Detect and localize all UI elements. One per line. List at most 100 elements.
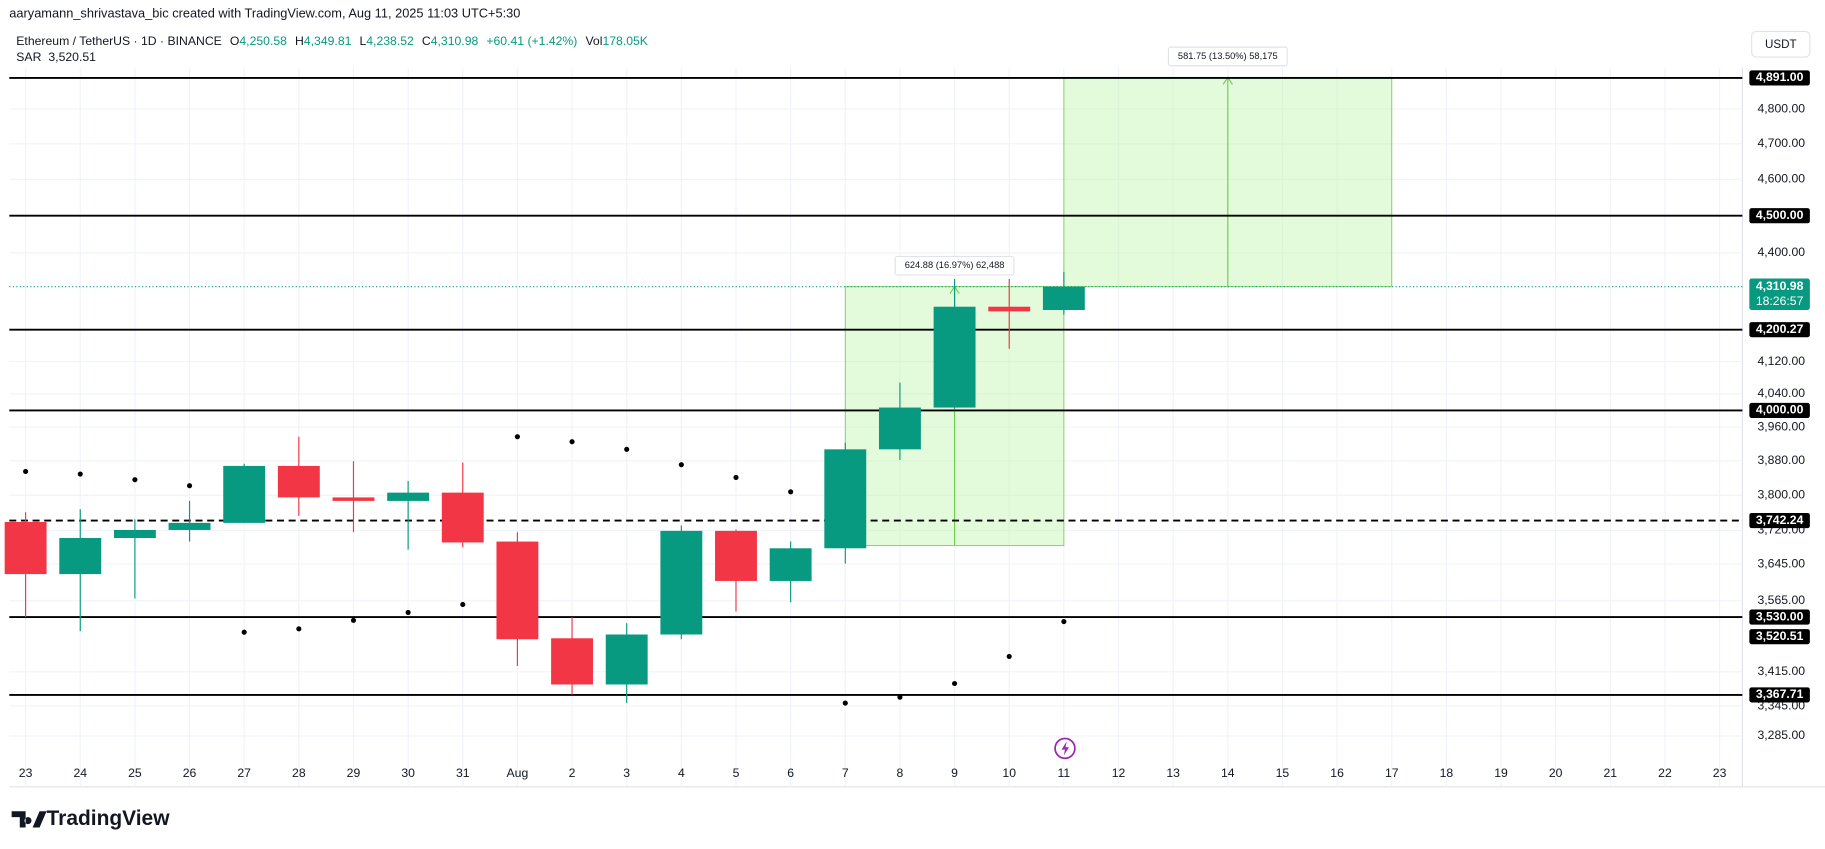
- level-label: 4,500.00: [1756, 208, 1804, 222]
- candle-body: [59, 537, 102, 575]
- logo: TradingView: [11, 807, 170, 830]
- measure-label-bg: [1167, 46, 1288, 67]
- currency-button[interactable]: [1751, 30, 1811, 58]
- ohlc-value: 4,310.98: [431, 34, 479, 48]
- x-tick-label: 28: [292, 766, 306, 780]
- level-label: 3,367.71: [1756, 687, 1804, 701]
- level-label-bg: [1749, 609, 1810, 625]
- vol-value: 178.05K: [602, 34, 648, 48]
- x-tick-label: 21: [1604, 766, 1618, 780]
- attribution: aaryamann_shrivastava_bic created with T…: [9, 5, 520, 20]
- sar-dot: [23, 468, 29, 475]
- x-tick-label: 22: [1658, 766, 1672, 780]
- candle-body: [660, 530, 703, 635]
- y-tick-label: 4,400.00: [1757, 245, 1805, 259]
- y-tick-label: 4,120.00: [1757, 354, 1805, 368]
- x-tick-label: 2: [569, 766, 576, 780]
- candle-body: [4, 521, 47, 575]
- ohlc-key: O: [230, 34, 240, 48]
- ohlc-value: 4,349.81: [304, 34, 352, 48]
- legend-line: Ethereum / TetherUS · 1D · BINANCE O4,25…: [16, 34, 649, 48]
- x-tick-label: 10: [1002, 766, 1016, 780]
- candle-body: [332, 497, 375, 501]
- ohlc-value: 4,250.58: [239, 34, 287, 48]
- sar-dot: [350, 617, 357, 623]
- x-tick-label: 20: [1549, 766, 1563, 780]
- sar-dot: [241, 629, 247, 635]
- sar-dot: [132, 477, 138, 483]
- y-tick-label: 3,800.00: [1757, 487, 1805, 501]
- sar-dot: [788, 489, 794, 495]
- candle-body: [168, 522, 211, 530]
- last-price-label: 4,310.98: [1756, 279, 1804, 293]
- last-price-bg: [1749, 278, 1810, 310]
- candle-body: [496, 541, 539, 640]
- sar-dot: [186, 483, 193, 489]
- sar-legend: SAR 3,520.51: [16, 50, 96, 64]
- sar-key: SAR: [16, 50, 41, 64]
- y-tick-label: 3,415.00: [1757, 664, 1805, 678]
- sar-dot: [842, 700, 848, 706]
- x-tick-label: 23: [1713, 766, 1727, 780]
- level-label: 3,530.00: [1756, 609, 1804, 623]
- level-label-bg: [1749, 322, 1810, 338]
- sar-dot: [1061, 618, 1067, 625]
- x-tick-label: 25: [128, 766, 142, 780]
- level-label-bg: [1749, 402, 1810, 419]
- symbol: Ethereum / TetherUS · 1D · BINANCE: [16, 34, 222, 48]
- x-tick-label: 19: [1494, 766, 1508, 780]
- sar-dot: [1006, 653, 1012, 659]
- candle-body: [113, 529, 156, 538]
- x-tick-label: 14: [1221, 766, 1235, 780]
- y-tick-label: 3,880.00: [1757, 453, 1805, 467]
- ohlc-value: 4,238.52: [366, 34, 414, 48]
- logo-icon: [11, 811, 47, 828]
- x-tick-label: 15: [1276, 766, 1290, 780]
- candle-body: [441, 492, 484, 543]
- ohlc-key: L: [359, 34, 366, 48]
- x-tick-label: 6: [787, 766, 794, 780]
- x-tick-label: 7: [842, 766, 849, 780]
- countdown: 18:26:57: [1756, 294, 1804, 308]
- x-tick-label: 12: [1112, 766, 1126, 780]
- candle-body: [223, 465, 266, 523]
- y-tick-label: 4,600.00: [1757, 172, 1805, 186]
- x-tick-label: 3: [623, 766, 630, 780]
- x-tick-label: 29: [347, 766, 361, 780]
- x-tick-label: 30: [401, 766, 415, 780]
- candle-body: [605, 634, 648, 685]
- sar-dot: [897, 694, 903, 700]
- sar-dot: [624, 446, 630, 452]
- change: +60.41 (+1.42%): [486, 34, 577, 48]
- x-tick-label: 23: [19, 766, 33, 780]
- candle-body: [769, 548, 812, 581]
- level-label-bg: [1749, 70, 1810, 86]
- y-tick-label: 3,960.00: [1757, 419, 1805, 433]
- sar-dot: [678, 462, 684, 468]
- x-tick-label: 31: [456, 766, 470, 780]
- level-label-bg: [1749, 687, 1810, 703]
- plot: 4,800.00 4,700.00 4,600.00 4,400.00 4,120.00…: [4, 46, 1810, 787]
- sar-dot: [569, 439, 575, 445]
- y-tick-label: 3,565.00: [1757, 593, 1805, 607]
- candle-body: [387, 492, 430, 501]
- vol-key: Vol: [585, 34, 602, 48]
- x-tick-label: 11: [1058, 766, 1071, 780]
- level-label-bg: [1749, 208, 1810, 224]
- sar-label: 3,520.51: [1756, 629, 1804, 643]
- x-tick-label: 16: [1330, 766, 1344, 780]
- x-tick-label: 24: [73, 766, 87, 780]
- measure-label-bg: [894, 255, 1015, 276]
- sar-dot: [952, 680, 958, 687]
- sar-dot: [296, 626, 302, 632]
- x-tick-label: 13: [1166, 766, 1180, 780]
- ohlc-key: H: [295, 34, 304, 48]
- measure-label: 581.75 (13.50%) 58,175: [1178, 51, 1278, 61]
- candle-body: [551, 638, 594, 685]
- sar-dot: [733, 474, 739, 481]
- x-tick-label: 9: [951, 766, 958, 780]
- x-tick-label: Aug: [507, 766, 529, 780]
- sar-value: 3,520.51: [48, 50, 96, 64]
- candle-body: [715, 530, 757, 581]
